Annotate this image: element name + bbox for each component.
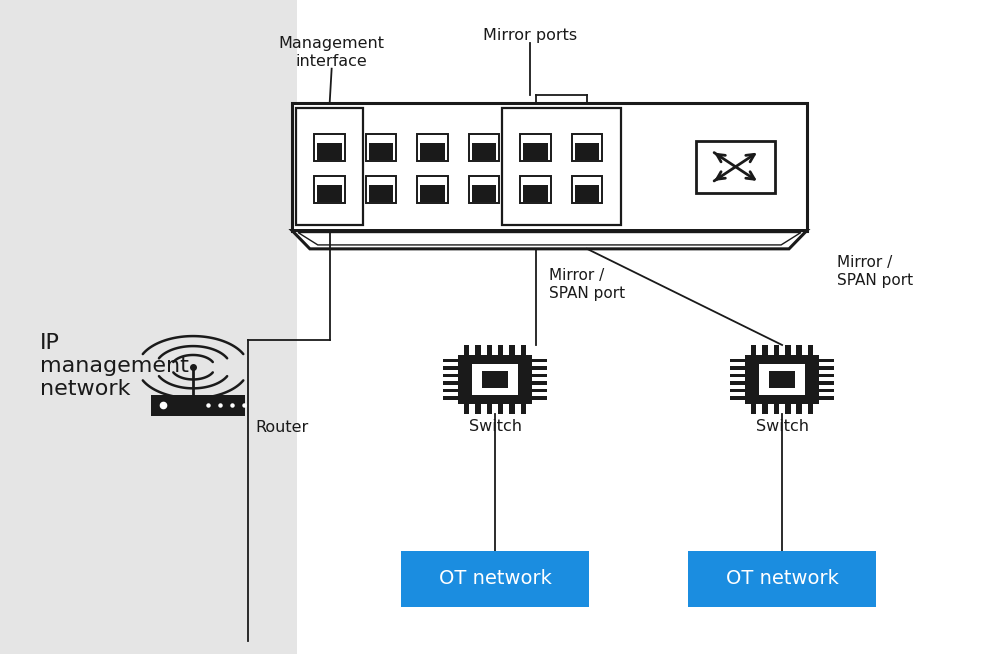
- Bar: [731, 373, 745, 377]
- Bar: [444, 366, 458, 370]
- Polygon shape: [297, 0, 990, 654]
- Bar: [421, 143, 445, 160]
- Bar: [533, 358, 546, 362]
- Bar: [502, 108, 621, 225]
- Text: Switch: Switch: [755, 419, 809, 434]
- Bar: [533, 388, 546, 392]
- Bar: [521, 176, 551, 203]
- Bar: [463, 345, 469, 354]
- Bar: [808, 345, 814, 354]
- Bar: [469, 176, 499, 203]
- Bar: [318, 143, 342, 160]
- Bar: [475, 404, 481, 414]
- Text: Switch: Switch: [468, 419, 522, 434]
- Text: Router: Router: [255, 420, 308, 434]
- Bar: [808, 404, 814, 414]
- Bar: [575, 143, 599, 160]
- Polygon shape: [292, 231, 807, 249]
- Bar: [463, 404, 469, 414]
- Bar: [509, 345, 515, 354]
- Bar: [482, 371, 508, 388]
- Bar: [731, 358, 745, 362]
- Bar: [572, 134, 602, 162]
- Bar: [369, 185, 393, 202]
- Bar: [524, 143, 547, 160]
- Bar: [575, 185, 599, 202]
- Text: IP
management
network: IP management network: [40, 333, 188, 400]
- Bar: [773, 404, 779, 414]
- Bar: [486, 404, 492, 414]
- Bar: [769, 371, 795, 388]
- Bar: [796, 404, 802, 414]
- Bar: [318, 185, 342, 202]
- Bar: [731, 388, 745, 392]
- Bar: [498, 404, 504, 414]
- Bar: [750, 345, 756, 354]
- Bar: [472, 143, 496, 160]
- Bar: [745, 354, 820, 404]
- Bar: [820, 396, 834, 400]
- Bar: [521, 134, 551, 162]
- Bar: [688, 551, 876, 607]
- Bar: [521, 404, 527, 414]
- Bar: [731, 381, 745, 385]
- Text: Mirror /
SPAN port: Mirror / SPAN port: [549, 268, 626, 301]
- Bar: [292, 103, 807, 231]
- Bar: [369, 143, 393, 160]
- Bar: [521, 345, 527, 354]
- Bar: [457, 354, 533, 404]
- Bar: [731, 396, 745, 400]
- Bar: [820, 366, 834, 370]
- Bar: [151, 395, 246, 417]
- Bar: [444, 381, 458, 385]
- Bar: [444, 358, 458, 362]
- Bar: [472, 185, 496, 202]
- Bar: [366, 134, 396, 162]
- Bar: [820, 373, 834, 377]
- Bar: [509, 404, 515, 414]
- Bar: [696, 141, 775, 193]
- Bar: [533, 373, 546, 377]
- Text: Management
interface: Management interface: [278, 36, 385, 69]
- Bar: [315, 134, 345, 162]
- Bar: [796, 345, 802, 354]
- Bar: [418, 134, 447, 162]
- Bar: [820, 381, 834, 385]
- Bar: [475, 345, 481, 354]
- Bar: [472, 364, 518, 394]
- Bar: [750, 404, 756, 414]
- Bar: [759, 364, 805, 394]
- Bar: [469, 134, 499, 162]
- Bar: [533, 366, 546, 370]
- Bar: [296, 108, 363, 225]
- Bar: [421, 185, 445, 202]
- Bar: [444, 373, 458, 377]
- Bar: [486, 345, 492, 354]
- Bar: [773, 345, 779, 354]
- Bar: [401, 551, 589, 607]
- Bar: [444, 396, 458, 400]
- Bar: [533, 396, 546, 400]
- Bar: [820, 388, 834, 392]
- Bar: [366, 176, 396, 203]
- Text: Mirror /
SPAN port: Mirror / SPAN port: [837, 255, 913, 288]
- Bar: [820, 358, 834, 362]
- Bar: [524, 185, 547, 202]
- Bar: [315, 176, 345, 203]
- Bar: [498, 345, 504, 354]
- Text: OT network: OT network: [726, 569, 839, 589]
- Bar: [762, 404, 768, 414]
- Bar: [418, 176, 447, 203]
- Polygon shape: [0, 0, 297, 654]
- Bar: [572, 176, 602, 203]
- Bar: [785, 345, 791, 354]
- Bar: [762, 345, 768, 354]
- Text: OT network: OT network: [439, 569, 551, 589]
- Text: Mirror ports: Mirror ports: [482, 27, 577, 43]
- Bar: [731, 366, 745, 370]
- Bar: [533, 381, 546, 385]
- Bar: [444, 388, 458, 392]
- Bar: [785, 404, 791, 414]
